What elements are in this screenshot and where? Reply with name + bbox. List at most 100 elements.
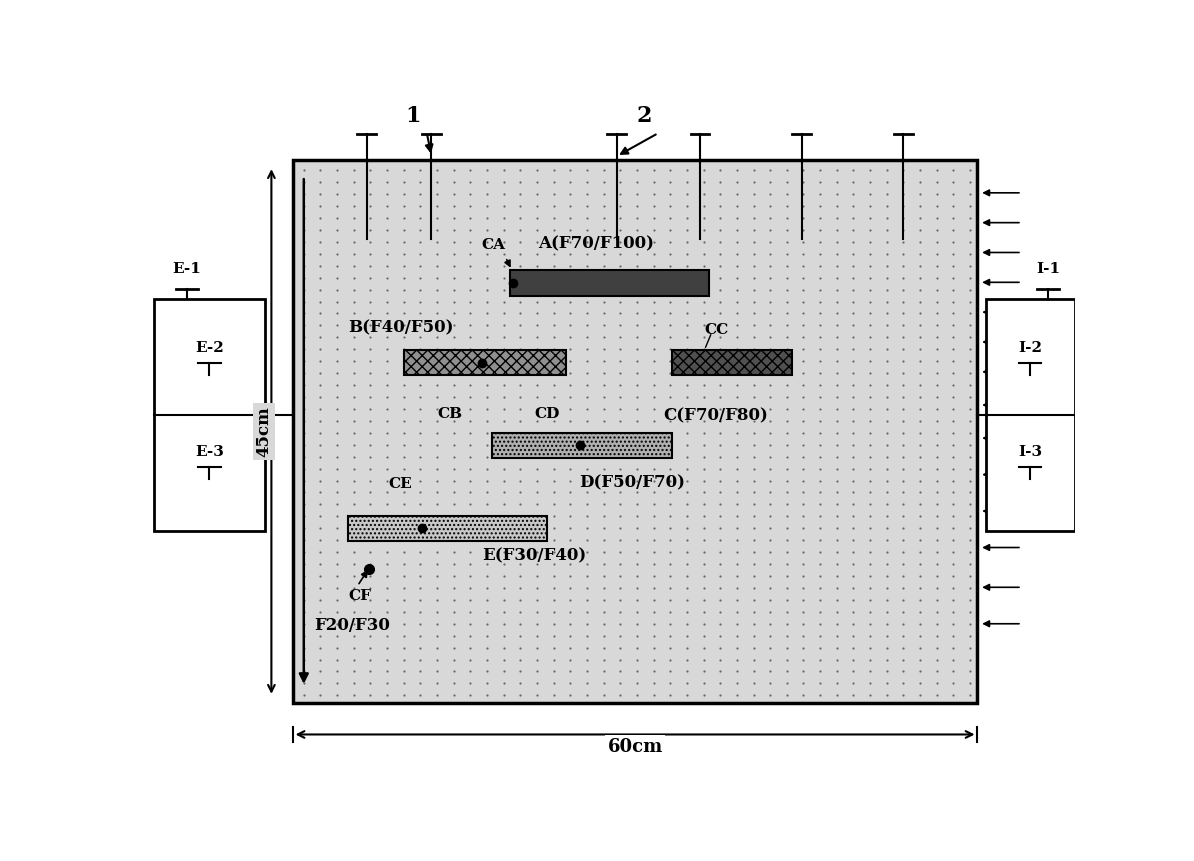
Point xyxy=(943,653,962,666)
Point xyxy=(394,390,413,404)
Point xyxy=(777,653,796,666)
Point xyxy=(595,665,614,678)
Point xyxy=(294,689,313,703)
Point xyxy=(660,653,679,666)
Point xyxy=(844,402,863,416)
Point xyxy=(294,366,313,380)
Point xyxy=(777,593,796,607)
Point xyxy=(444,449,463,463)
Point xyxy=(610,247,629,261)
Point xyxy=(327,199,346,213)
Point xyxy=(894,343,913,356)
Point xyxy=(377,641,396,654)
Point xyxy=(427,282,447,296)
Point xyxy=(811,414,830,428)
Point xyxy=(660,176,679,189)
Point xyxy=(777,294,796,308)
Point xyxy=(744,510,763,523)
Point xyxy=(677,307,696,320)
Point xyxy=(660,294,679,308)
Point xyxy=(394,294,413,308)
Point xyxy=(761,605,780,619)
Point xyxy=(727,319,746,332)
Point xyxy=(310,366,330,380)
Point xyxy=(761,510,780,523)
Point xyxy=(461,402,480,416)
Point xyxy=(761,414,780,428)
Point xyxy=(344,176,363,189)
Point xyxy=(294,461,313,475)
Point xyxy=(777,569,796,583)
Point xyxy=(595,223,614,237)
Point xyxy=(411,187,430,201)
Point xyxy=(761,438,780,452)
Point xyxy=(411,569,430,583)
Point xyxy=(644,616,663,630)
Point xyxy=(894,378,913,392)
Point xyxy=(578,533,597,547)
Point xyxy=(677,187,696,201)
Point xyxy=(561,581,580,595)
Point xyxy=(528,510,547,523)
Point xyxy=(710,569,730,583)
Point xyxy=(660,689,679,703)
Point xyxy=(694,414,713,428)
Point xyxy=(777,557,796,571)
Point xyxy=(911,331,930,344)
Point xyxy=(844,187,863,201)
Point xyxy=(494,426,513,440)
Point xyxy=(878,390,897,404)
Point xyxy=(660,498,679,511)
Point xyxy=(361,510,380,523)
Point xyxy=(660,426,679,440)
Point xyxy=(578,438,597,452)
Point xyxy=(544,605,564,619)
Point xyxy=(595,426,614,440)
Point xyxy=(660,187,679,201)
Point xyxy=(710,319,730,332)
Point xyxy=(627,438,646,452)
Point xyxy=(294,247,313,261)
Point xyxy=(844,569,863,583)
Point xyxy=(960,426,979,440)
Point xyxy=(327,438,346,452)
Point xyxy=(361,581,380,595)
Point xyxy=(595,689,614,703)
Point xyxy=(827,581,847,595)
Point xyxy=(427,259,447,273)
Point xyxy=(310,378,330,392)
Point xyxy=(911,498,930,511)
Point xyxy=(494,581,513,595)
Point xyxy=(911,593,930,607)
Point xyxy=(610,474,629,487)
Point xyxy=(294,259,313,273)
Point xyxy=(694,259,713,273)
Point xyxy=(710,223,730,237)
Point xyxy=(377,545,396,559)
Point xyxy=(511,522,530,536)
Point xyxy=(894,438,913,452)
Text: 2: 2 xyxy=(636,104,652,127)
Point xyxy=(478,294,497,308)
Point xyxy=(444,605,463,619)
Point xyxy=(561,282,580,296)
Point xyxy=(694,390,713,404)
Point xyxy=(528,331,547,344)
Point xyxy=(777,414,796,428)
Point xyxy=(928,343,947,356)
Point xyxy=(444,677,463,691)
Point xyxy=(811,557,830,571)
Point xyxy=(610,616,629,630)
Point xyxy=(861,677,880,691)
Point xyxy=(610,343,629,356)
Point xyxy=(943,426,962,440)
Point xyxy=(710,522,730,536)
Point xyxy=(861,449,880,463)
Point xyxy=(361,355,380,369)
Point xyxy=(894,271,913,285)
Point xyxy=(394,689,413,703)
Point xyxy=(844,605,863,619)
Point xyxy=(827,355,847,369)
Point xyxy=(677,378,696,392)
Point xyxy=(677,247,696,261)
